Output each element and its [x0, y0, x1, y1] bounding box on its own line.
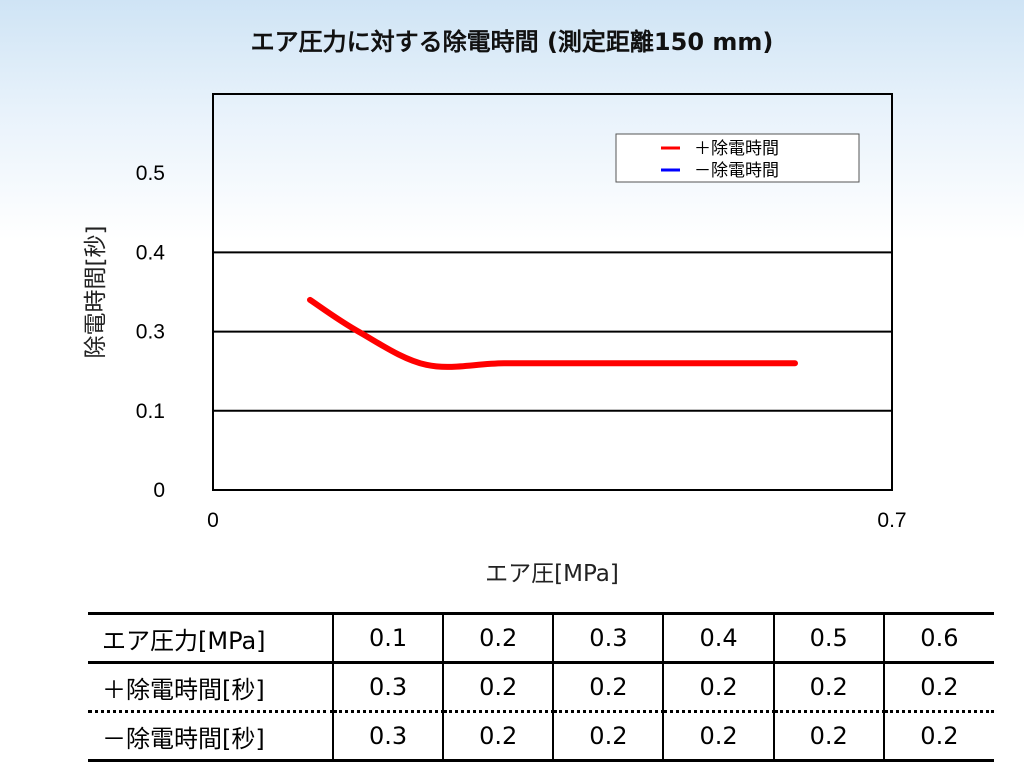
- table-cell: 0.2: [442, 711, 554, 762]
- y-tick-label: 0.5: [136, 162, 165, 185]
- row-label: ＋除電時間[秒]: [88, 662, 333, 713]
- legend-box: [615, 133, 860, 183]
- row-label: －除電時間[秒]: [88, 711, 333, 762]
- table-cell: 0.2: [882, 711, 994, 762]
- table-row-air-pressure: エア圧力[MPa] 0.1 0.2 0.3 0.4 0.5 0.6: [88, 612, 994, 664]
- y-tick-label: 0.4: [136, 241, 166, 264]
- series-line-plus: [307, 296, 798, 370]
- table-cell: 0.2: [442, 612, 554, 664]
- y-tick-label: 0.3: [136, 321, 165, 344]
- y-tick-label: 0: [153, 479, 165, 502]
- table-cell: 0.4: [662, 612, 774, 664]
- gridlines: [213, 251, 892, 412]
- table-cell: 0.3: [331, 662, 444, 713]
- chart-svg: 00.10.30.40.5 0 0.7 エア圧[MPa] 除電時間[秒] ＋除電時…: [83, 93, 907, 587]
- table-cell: 0.1: [331, 612, 444, 664]
- table-cell: 0.2: [662, 662, 774, 713]
- x-tick-label: 0.7: [877, 509, 906, 532]
- table-cell: 0.2: [772, 711, 884, 762]
- table-cell: 0.3: [331, 711, 444, 762]
- data-table: エア圧力[MPa] 0.1 0.2 0.3 0.4 0.5 0.6 ＋除電時間[…: [88, 612, 994, 762]
- table-row-minus-discharge: －除電時間[秒] 0.3 0.2 0.2 0.2 0.2 0.2: [88, 711, 994, 762]
- x-tick-labels: 0 0.7: [207, 509, 906, 532]
- row-label: エア圧力[MPa]: [88, 612, 333, 664]
- table-cell: 0.2: [882, 662, 994, 713]
- y-axis-title: 除電時間[秒]: [83, 226, 109, 359]
- x-axis-title: エア圧[MPa]: [485, 561, 619, 587]
- table-cell: 0.2: [772, 662, 884, 713]
- chart-title: エア圧力に対する除電時間 (測定距離150 mm): [250, 28, 774, 56]
- y-tick-label: 0.1: [136, 400, 165, 423]
- table-cell: 0.5: [772, 612, 884, 664]
- plot-area: [212, 93, 893, 491]
- x-tick-label: 0: [207, 509, 219, 532]
- table-cell: 0.2: [552, 711, 664, 762]
- legend-label-plus: ＋除電時間: [694, 139, 779, 159]
- legend-label-minus: －除電時間: [694, 161, 779, 181]
- series-lines: [307, 296, 798, 370]
- table-cell: 0.2: [662, 711, 774, 762]
- table-cell: 0.2: [442, 662, 554, 713]
- y-tick-labels: 0 0.1 0.3 0.4 0.5: [136, 162, 166, 502]
- table-row-plus-discharge: ＋除電時間[秒] 0.3 0.2 0.2 0.2 0.2 0.2: [88, 662, 994, 713]
- table-cell: 0.2: [552, 662, 664, 713]
- table-cell: 0.3: [552, 612, 664, 664]
- legend: ＋除電時間 －除電時間: [615, 133, 860, 183]
- table-cell: 0.6: [882, 612, 994, 664]
